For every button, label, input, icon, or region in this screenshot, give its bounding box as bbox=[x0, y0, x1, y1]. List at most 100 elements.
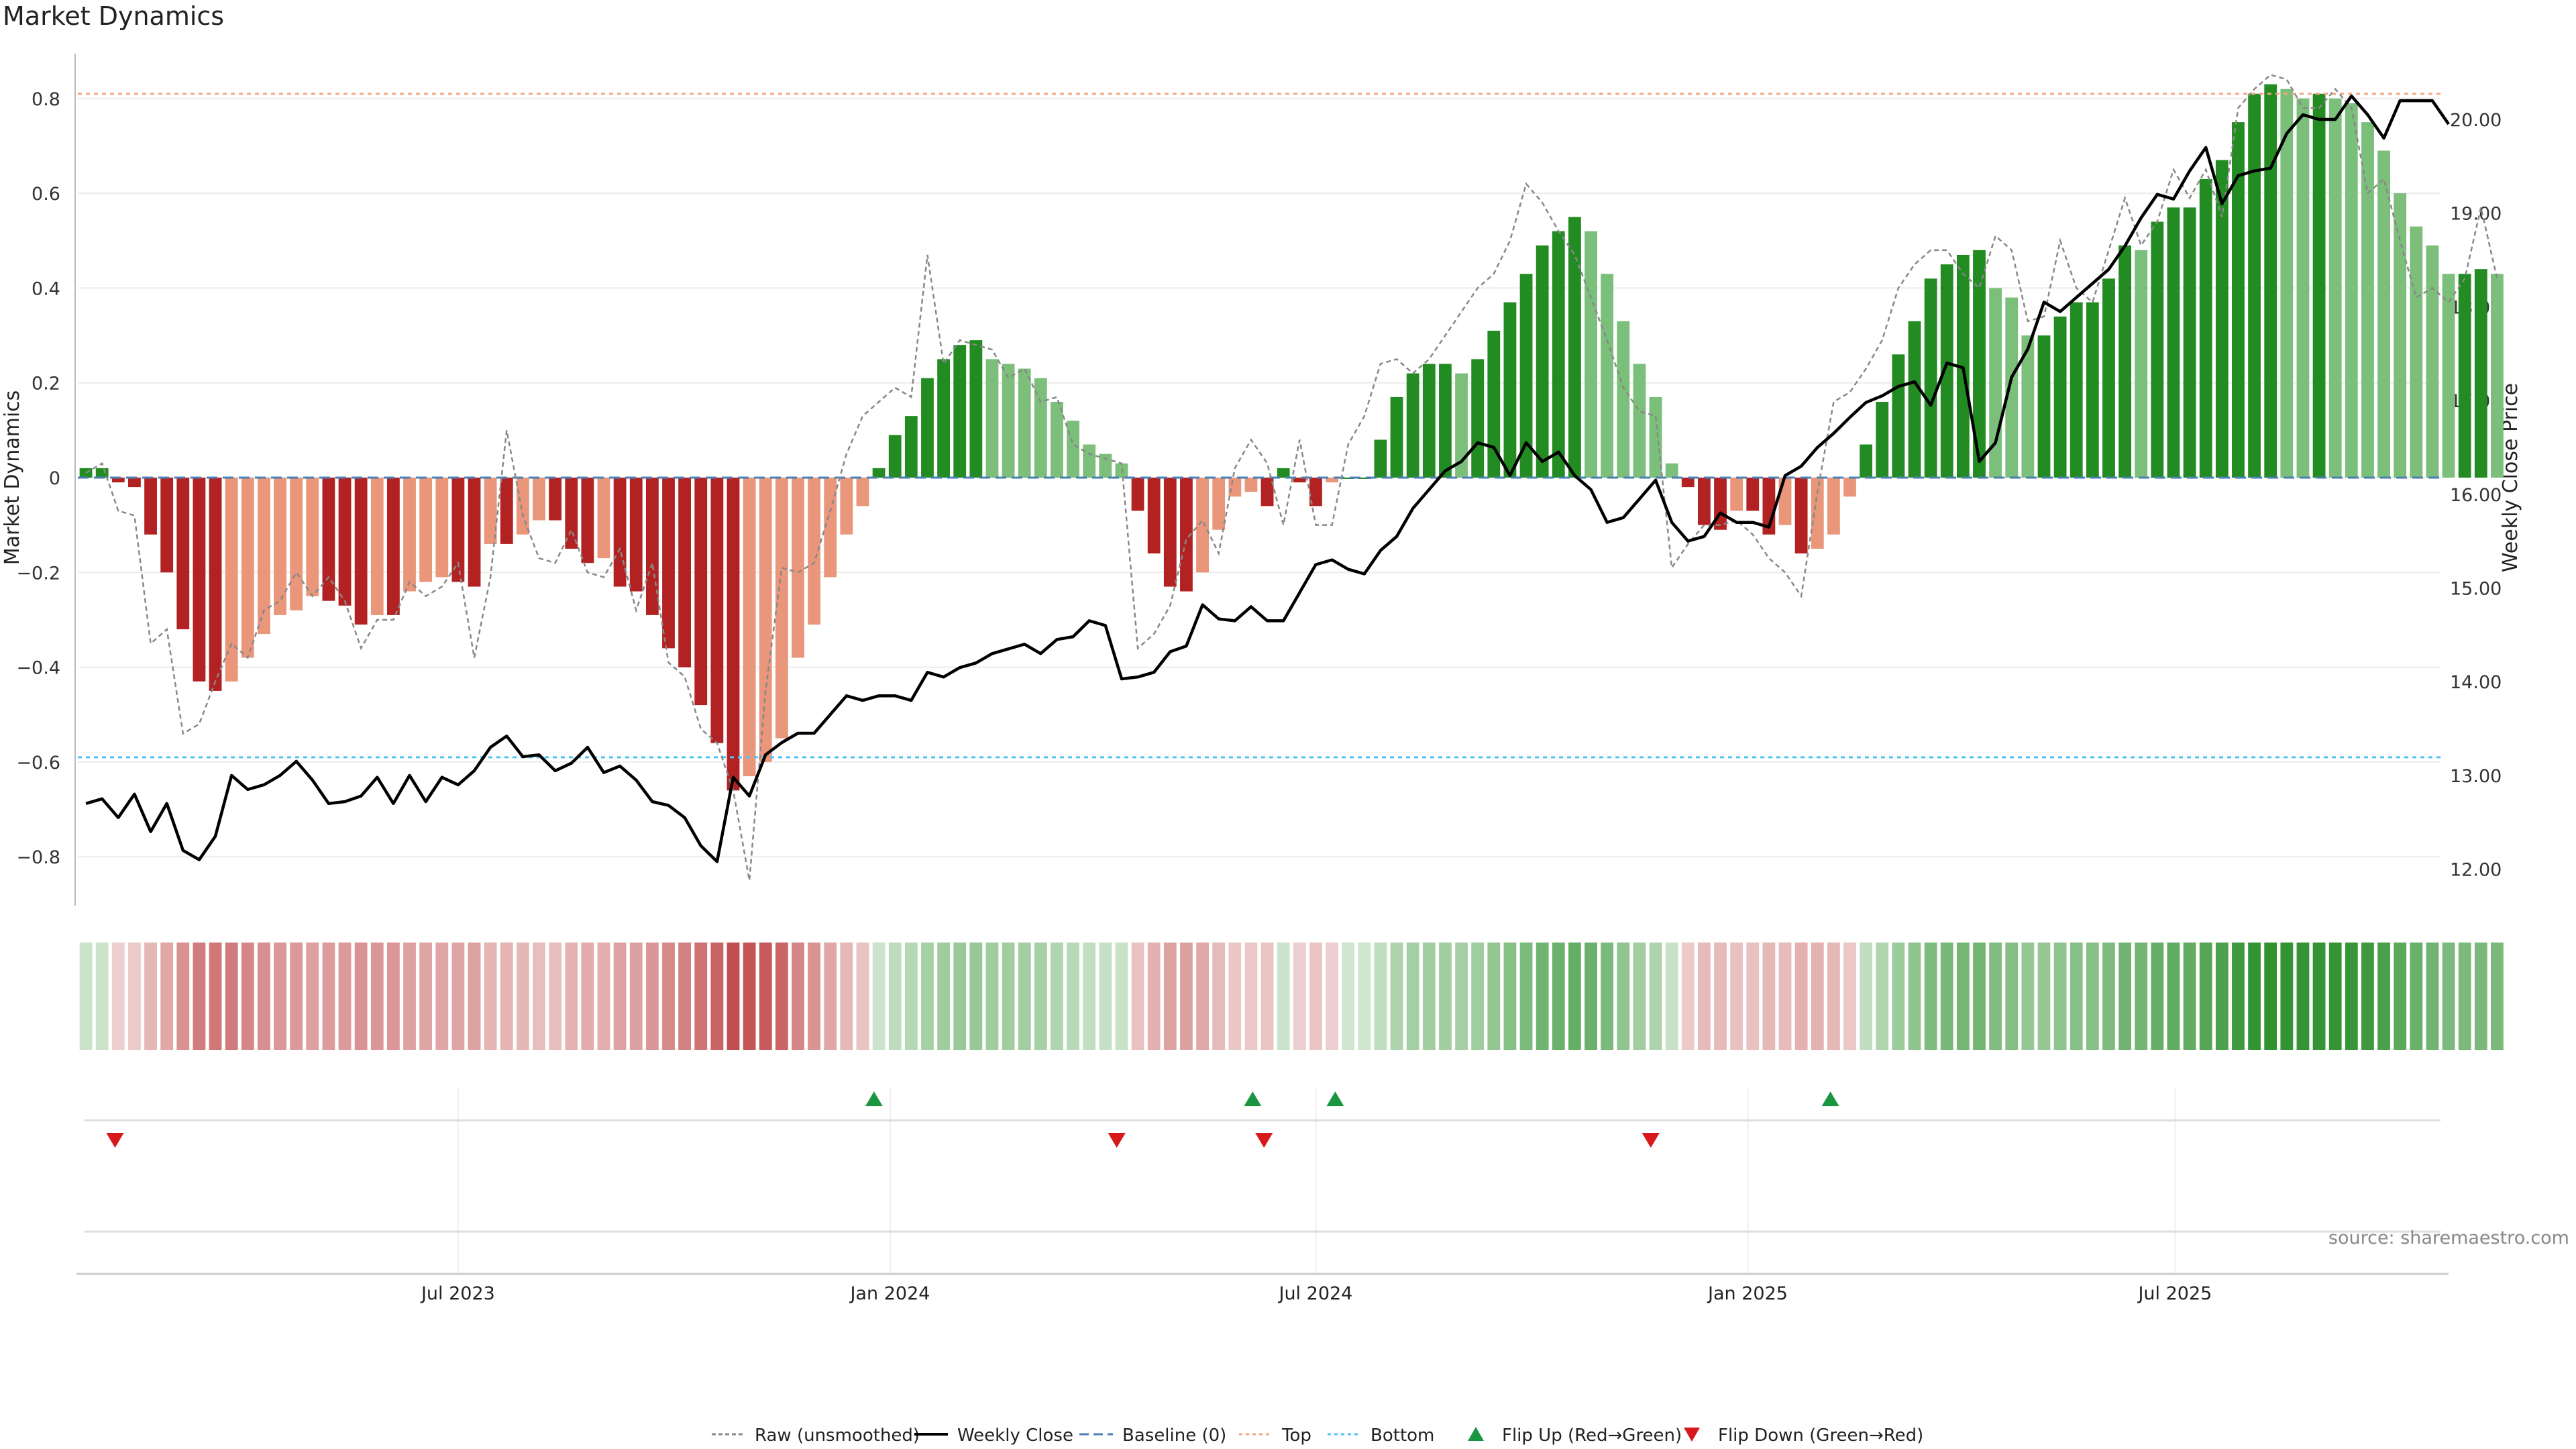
heat-cell bbox=[2280, 943, 2294, 1050]
bar bbox=[2199, 178, 2212, 478]
bar bbox=[1471, 359, 1485, 478]
heat-cell bbox=[1908, 943, 1921, 1050]
bar bbox=[840, 478, 853, 535]
bar bbox=[1083, 444, 1096, 478]
bar bbox=[1260, 478, 1274, 506]
heat-cell bbox=[1778, 943, 1792, 1050]
heat-cell bbox=[1228, 943, 1242, 1050]
bar bbox=[1131, 478, 1144, 511]
bar bbox=[1196, 478, 1209, 573]
flip-up-marker bbox=[865, 1091, 883, 1106]
bar bbox=[2458, 274, 2471, 478]
heat-cell bbox=[1358, 943, 1371, 1050]
heat-cell bbox=[2410, 943, 2423, 1050]
y2-tick-label: 20.00 bbox=[2450, 110, 2502, 131]
heat-cell bbox=[985, 943, 999, 1050]
heat-cell bbox=[2086, 943, 2099, 1050]
heat-cell bbox=[1827, 943, 1840, 1050]
bar bbox=[1940, 264, 1953, 478]
bar bbox=[1519, 274, 1533, 478]
y2-tick-label: 12.00 bbox=[2450, 860, 2502, 881]
bar bbox=[1147, 478, 1161, 554]
heat-cell bbox=[645, 943, 659, 1050]
heat-cell bbox=[1147, 943, 1161, 1050]
heat-cell bbox=[1180, 943, 1193, 1050]
y-tick-label: 0 bbox=[49, 468, 60, 489]
legend-label: Bottom bbox=[1371, 1426, 1434, 1446]
heat-cell bbox=[2005, 943, 2019, 1050]
bar bbox=[1860, 444, 1873, 478]
heat-cell bbox=[1665, 943, 1678, 1050]
y-tick-label: −0.2 bbox=[16, 563, 60, 584]
heat-cell bbox=[1681, 943, 1695, 1050]
bar bbox=[2183, 207, 2196, 478]
bar bbox=[2345, 103, 2358, 478]
y-tick-label: 0.4 bbox=[32, 278, 60, 299]
flip-up-marker bbox=[1821, 1091, 1839, 1106]
heat-cell bbox=[1585, 943, 1597, 1050]
heat-cell bbox=[1212, 943, 1226, 1050]
heat-cell bbox=[824, 943, 837, 1050]
heat-cell bbox=[1260, 943, 1274, 1050]
bar bbox=[322, 478, 335, 601]
heat-cell bbox=[1034, 943, 1047, 1050]
heat-cell bbox=[2021, 943, 2035, 1050]
heat-cell bbox=[1067, 943, 1079, 1050]
heat-cell bbox=[386, 943, 400, 1050]
heat-cell bbox=[2328, 943, 2342, 1050]
bar bbox=[678, 478, 692, 667]
bar bbox=[2215, 160, 2229, 478]
heat-cell bbox=[953, 943, 967, 1050]
bar bbox=[386, 478, 400, 615]
heat-cell bbox=[840, 943, 853, 1050]
heat-cell bbox=[1422, 943, 1436, 1050]
bar bbox=[1649, 396, 1662, 478]
heat-cell bbox=[710, 943, 724, 1050]
raw-line bbox=[85, 74, 2498, 881]
bar bbox=[1326, 478, 1338, 483]
bar bbox=[710, 478, 724, 743]
chart-title: Market Dynamics bbox=[3, 1, 225, 31]
bar bbox=[2232, 122, 2245, 478]
bar bbox=[597, 478, 610, 559]
bar bbox=[1002, 364, 1015, 478]
bar bbox=[1601, 274, 1614, 478]
bar bbox=[565, 478, 578, 549]
bar bbox=[484, 478, 497, 544]
bar bbox=[451, 478, 465, 582]
bar bbox=[743, 478, 756, 777]
heat-cell bbox=[1018, 943, 1031, 1050]
bar bbox=[2248, 93, 2261, 478]
heat-cell bbox=[370, 943, 384, 1050]
heat-cell bbox=[1519, 943, 1533, 1050]
heat-cell bbox=[2070, 943, 2083, 1050]
heat-cell bbox=[629, 943, 643, 1050]
bar bbox=[225, 478, 238, 682]
legend-label: Top bbox=[1281, 1426, 1311, 1446]
bar bbox=[921, 378, 934, 478]
bar bbox=[468, 478, 481, 587]
heat-cell bbox=[1309, 943, 1322, 1050]
bar bbox=[2151, 221, 2164, 478]
x-tick-label: Jan 2025 bbox=[1707, 1283, 1788, 1304]
legend-swatch-flip-down bbox=[1684, 1428, 1700, 1442]
bar bbox=[1277, 468, 1290, 478]
heat-cell bbox=[274, 943, 286, 1050]
y-tick-label: −0.8 bbox=[16, 847, 60, 868]
y2-tick-label: 15.00 bbox=[2450, 579, 2502, 600]
heat-cell bbox=[79, 943, 93, 1050]
bar bbox=[1892, 354, 1905, 478]
bar bbox=[2426, 245, 2439, 478]
bar bbox=[872, 468, 885, 478]
heat-cell bbox=[209, 943, 222, 1050]
bar bbox=[1212, 478, 1226, 530]
heat-cell bbox=[2199, 943, 2212, 1050]
heat-cell bbox=[225, 943, 238, 1050]
heat-cell bbox=[808, 943, 821, 1050]
heat-cell bbox=[1244, 943, 1258, 1050]
heat-cell bbox=[241, 943, 254, 1050]
heat-cell bbox=[1746, 943, 1760, 1050]
heat-cell bbox=[403, 943, 416, 1050]
bar bbox=[176, 478, 190, 630]
bar bbox=[1697, 478, 1711, 525]
